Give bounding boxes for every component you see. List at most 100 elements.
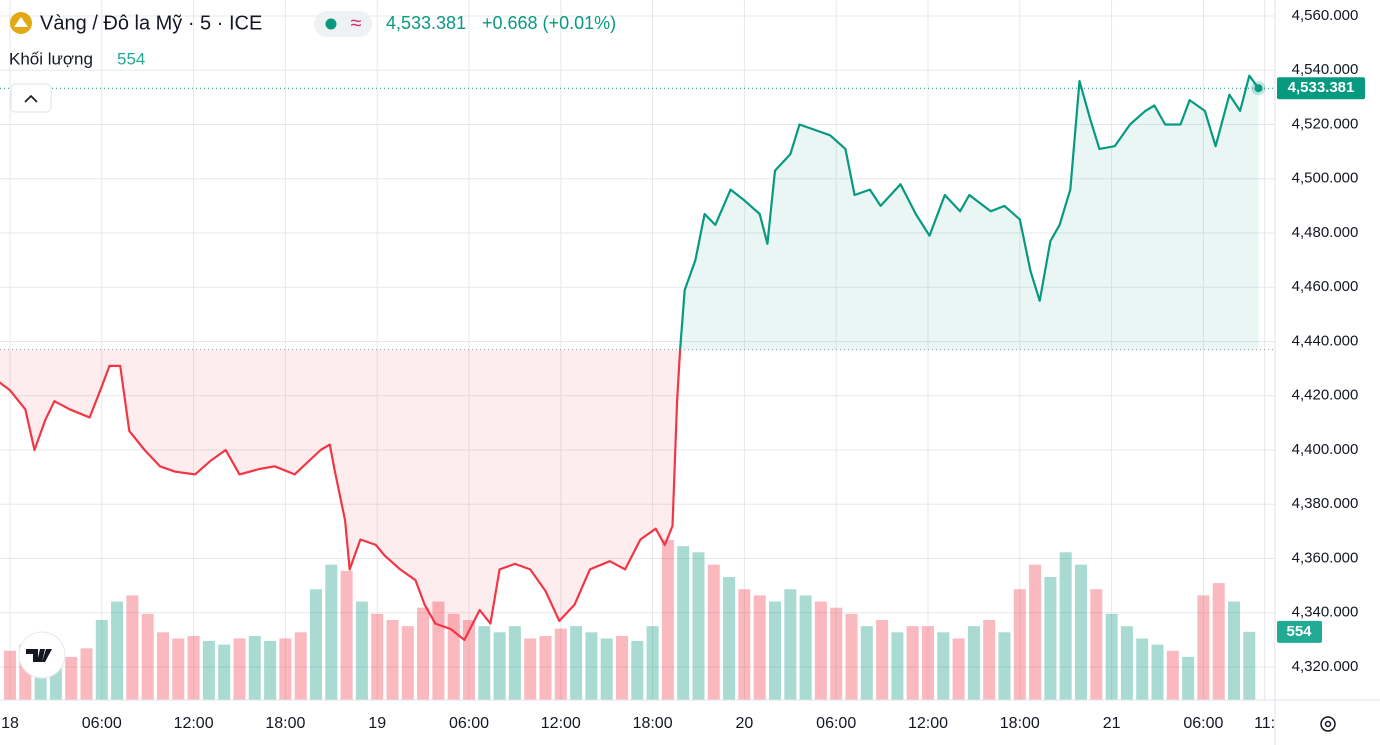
volume-bar (264, 640, 277, 700)
volume-bar (906, 626, 919, 700)
volume-bar (1090, 589, 1103, 700)
volume-bar (692, 552, 705, 700)
area (0, 75, 1259, 640)
volume-bar (157, 632, 169, 700)
x-tick-label: 18 (1, 715, 19, 732)
volume-bar (1182, 656, 1195, 700)
y-tick-label: 4,400.000 (1292, 441, 1359, 458)
volume-bar (631, 640, 644, 700)
y-tick-label: 4,440.000 (1292, 332, 1359, 349)
volume-bar (340, 570, 353, 700)
volume-bar (218, 644, 231, 700)
plot (0, 74, 1275, 641)
volume-bar (707, 564, 720, 700)
x-tick-label: 18:00 (633, 715, 673, 732)
volume-bar (126, 595, 139, 700)
volume-bar (769, 601, 781, 700)
volume-bar (371, 613, 384, 700)
symbol-title: Vàng / Đô la Mỹ · 5 · ICE (40, 12, 262, 34)
y-tick-label: 4,540.000 (1292, 61, 1359, 78)
volume-bar (1044, 576, 1057, 700)
y-tick-label: 4,560.000 (1292, 7, 1359, 24)
volume-bar (1151, 644, 1164, 700)
volume-bar (738, 589, 751, 700)
y-tick-label: 4,380.000 (1292, 495, 1359, 512)
collapse-button[interactable] (10, 83, 52, 113)
volume-value: 554 (117, 49, 145, 68)
volume-bar (325, 564, 338, 700)
volume-bar (386, 620, 399, 700)
volume-bar (1243, 631, 1256, 700)
last-price-badge (1277, 77, 1365, 100)
volume-bar (65, 656, 78, 700)
volume-bar (845, 613, 858, 700)
volume-bar (172, 638, 185, 700)
volume-bar (1166, 650, 1179, 700)
volume-bar (967, 626, 980, 700)
y-tick-label: 4,320.000 (1292, 658, 1359, 675)
x-tick-label: 18:00 (1000, 715, 1040, 732)
x-tick-label: 19 (368, 715, 386, 732)
y-tick-label: 4,500.000 (1292, 170, 1359, 187)
y-tick-label: 4,460.000 (1292, 278, 1359, 295)
price-line (0, 74, 1260, 641)
market-open-dot (325, 18, 337, 30)
volume-bar (983, 620, 996, 700)
volume-bar (1197, 595, 1210, 700)
volume-bar (248, 636, 261, 700)
volume-bar (570, 626, 583, 700)
volume-bar (1075, 564, 1087, 700)
volume-bar (677, 546, 690, 700)
x-tick-label: 06:00 (82, 715, 122, 732)
x-tick-label: 06:00 (449, 715, 489, 732)
brand-logo-glyph (26, 649, 52, 662)
volume-bar (417, 607, 430, 700)
volume-bar (80, 648, 93, 700)
x-tick-label: 06:00 (816, 715, 856, 732)
volume-bar (723, 576, 736, 700)
last-point (1254, 84, 1263, 93)
y-tick-label: 4,420.000 (1292, 387, 1359, 404)
volume-title: Khối lượng (9, 49, 93, 68)
volume-bar (616, 636, 628, 700)
volume-bar (524, 638, 537, 700)
volume-bar (998, 632, 1011, 700)
volume-bar (1105, 613, 1118, 700)
status-badge (314, 11, 372, 37)
volume-bar (585, 632, 598, 700)
settings-icon (1324, 720, 1332, 728)
x-tick-label: 12:00 (541, 715, 581, 732)
volume-bar (294, 632, 307, 700)
volume-bar (478, 626, 491, 700)
volume-bar (508, 626, 521, 700)
volume-bar (1059, 552, 1072, 700)
symbol-logo-glyph (14, 17, 28, 27)
volume-bar (876, 620, 889, 700)
y-tick-label: 4,340.000 (1292, 604, 1359, 621)
x-tick-label: 18:00 (265, 715, 305, 732)
volume-bar (1212, 583, 1225, 700)
volume-bar (1136, 638, 1149, 700)
volume-bars (4, 540, 1256, 700)
settings-button[interactable] (1320, 716, 1336, 732)
volume-bar (646, 626, 659, 700)
volume-bar (279, 638, 292, 700)
volume-bar (1120, 626, 1133, 700)
last-price-label: 4,533.381 (1288, 79, 1355, 96)
collapse-icon (24, 94, 38, 103)
header-change: +0.668 (+0.01%) (482, 13, 616, 33)
volume-bar (4, 650, 16, 700)
x-tick-label: 20 (736, 715, 754, 732)
volume-bar (891, 632, 904, 700)
axes: 4,320.000 4,340.000 4,360.000 4,380.000 4,40… (1, 7, 1358, 732)
volume-bar (922, 626, 934, 700)
volume-bar (447, 613, 460, 700)
volume-bar (310, 589, 322, 700)
volume-bar (111, 601, 124, 700)
volume-bar (784, 589, 797, 700)
y-tick-label: 4,360.000 (1292, 549, 1359, 566)
y-tick-label: 4,520.000 (1292, 115, 1359, 132)
volume-bar (600, 638, 613, 700)
volume-bar (799, 595, 812, 700)
volume-bar (554, 628, 567, 700)
